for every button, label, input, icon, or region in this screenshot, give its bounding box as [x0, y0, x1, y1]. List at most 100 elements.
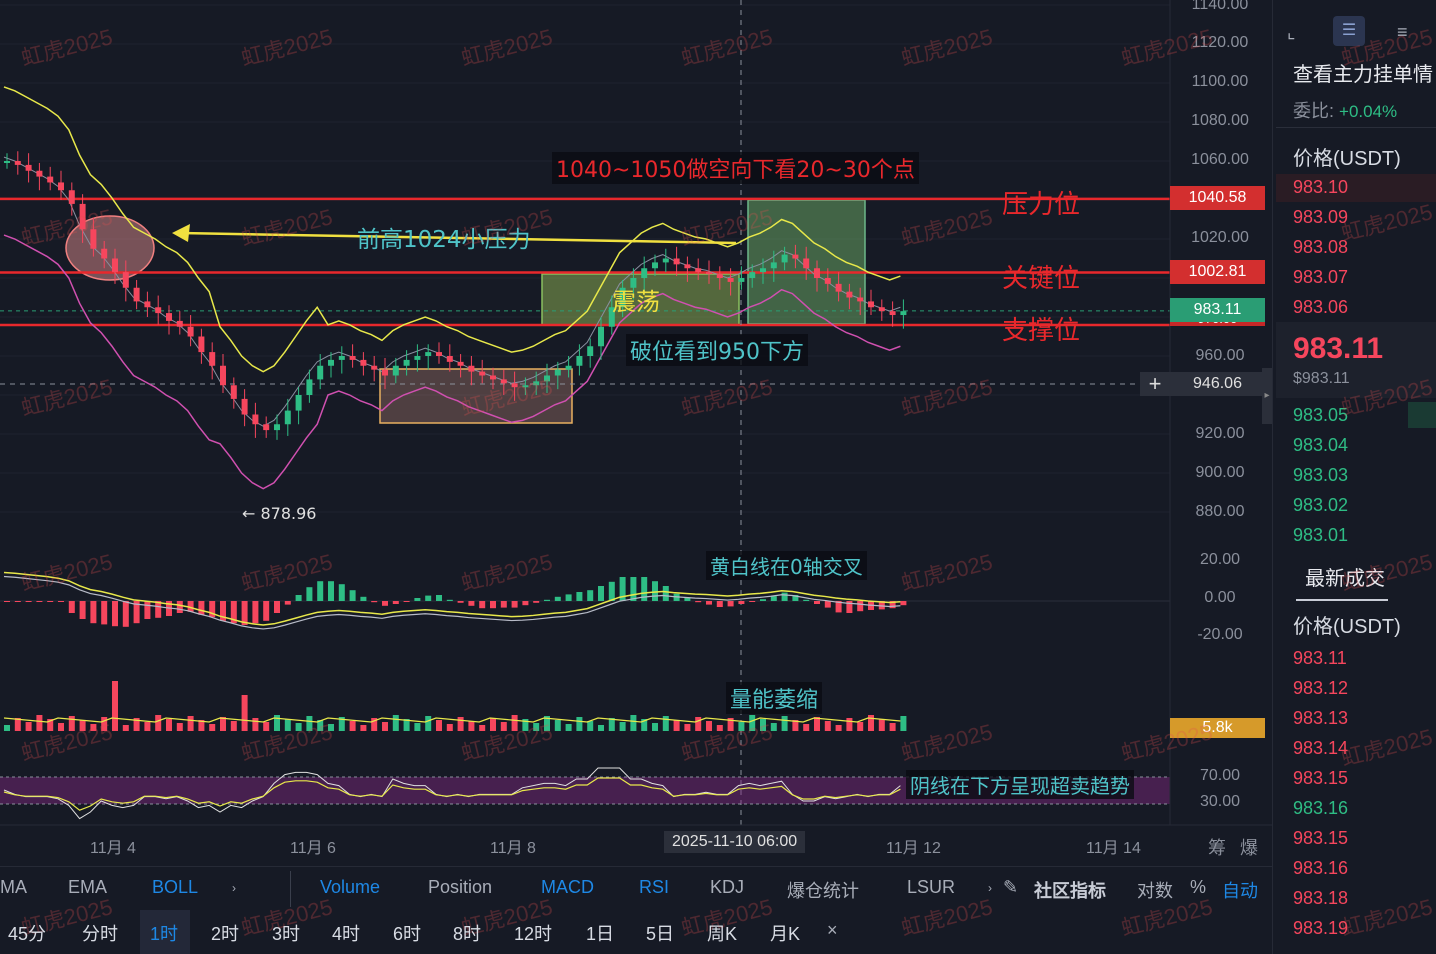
macd-bar [468, 601, 475, 606]
bid-price[interactable]: 983.02 [1293, 495, 1349, 515]
order-book-title[interactable]: 查看主力挂单情 [1293, 64, 1433, 86]
annotation-prev-high: 前高1024小压力 [357, 227, 531, 253]
orderbook-list-icon[interactable]: ≡ [1397, 22, 1408, 42]
interval-2h[interactable]: 2时 [211, 924, 240, 944]
trade-price: 983.11 [1293, 648, 1347, 668]
interval-toolbar: 45分 分时 1时 2时 3时 4时 6时 8时 12时 1日 5日 周K 月K… [0, 910, 1272, 954]
candle-body [500, 379, 507, 384]
indicator-macd[interactable]: MACD [541, 877, 594, 897]
volume-bar [511, 715, 518, 731]
volume-bar [349, 721, 356, 731]
ask-price[interactable]: 983.06 [1293, 297, 1349, 317]
interval-6h[interactable]: 6时 [393, 924, 422, 944]
volume-badge: 5.8k [1170, 718, 1265, 738]
candle-body [392, 365, 399, 376]
percent-scale-toggle[interactable]: % [1190, 877, 1207, 897]
bid-price[interactable]: 983.04 [1293, 435, 1349, 455]
log-scale-toggle[interactable]: 对数 [1137, 881, 1173, 901]
volume-bar [371, 718, 378, 731]
interval-12h[interactable]: 12时 [514, 924, 553, 944]
bid-price[interactable]: 983.03 [1293, 465, 1349, 485]
indicator-volume[interactable]: Volume [320, 877, 381, 897]
orderbook-both-icon[interactable]: ☰ [1333, 16, 1365, 46]
interval-1d[interactable]: 1日 [586, 924, 615, 944]
y-tick: 900.00 [1195, 464, 1245, 481]
recent-trades-title[interactable]: 最新成交 [1305, 568, 1385, 590]
volume-bar [328, 724, 334, 731]
volume-bar [90, 724, 97, 731]
interval-week[interactable]: 周K [707, 924, 738, 944]
panel-expand-icon[interactable]: ⌞ [1287, 22, 1296, 42]
ask-price[interactable]: 983.09 [1293, 207, 1349, 227]
crosshair-plus-icon[interactable]: + [1140, 372, 1170, 396]
rsi-tick: 70.00 [1199, 767, 1241, 784]
chip-distribution-icon[interactable]: 筹 [1208, 838, 1226, 858]
indicator-position[interactable]: Position [428, 877, 493, 897]
interval-5d[interactable]: 5日 [646, 924, 675, 944]
macd-bar [414, 598, 421, 601]
range-box-consolidation [541, 273, 740, 326]
indicator-ema[interactable]: EMA [68, 877, 108, 897]
bid-price[interactable]: 983.01 [1293, 525, 1349, 545]
macd-bar [554, 596, 561, 601]
interval-45m[interactable]: 45分 [8, 924, 47, 944]
macd-bar [565, 594, 572, 601]
y-tick: 1140.00 [1191, 0, 1249, 13]
macd-bar [684, 598, 691, 601]
bid-price[interactable]: 983.05 [1293, 405, 1349, 425]
candle-body [900, 311, 907, 316]
volume-bar [14, 718, 21, 731]
interval-timeshare[interactable]: 分时 [82, 924, 118, 944]
liquidation-icon[interactable]: 爆 [1240, 838, 1258, 858]
candle-body [47, 176, 54, 183]
macd-bar [295, 595, 302, 601]
candle-body [792, 254, 799, 259]
panel-toggle-icon[interactable]: ▸ [1262, 368, 1272, 424]
candle-body [868, 301, 874, 308]
volume-bar [695, 717, 702, 731]
more-sub-indicators-icon[interactable]: › [988, 881, 992, 895]
candle-body [479, 371, 486, 376]
interval-4h[interactable]: 4时 [332, 924, 361, 944]
indicator-rsi[interactable]: RSI [639, 877, 670, 897]
more-main-indicators-icon[interactable]: › [232, 881, 236, 895]
indicator-lsur[interactable]: LSUR [907, 877, 956, 897]
candle-body [176, 320, 183, 327]
interval-8h[interactable]: 8时 [453, 924, 482, 944]
indicator-boll[interactable]: BOLL [152, 877, 199, 897]
close-interval-icon[interactable]: × [827, 920, 838, 940]
indicator-liquidation[interactable]: 爆仓统计 [787, 881, 859, 901]
macd-bar [533, 601, 540, 603]
prev-high-arrow-head [172, 224, 190, 242]
crosshair-price-badge: 946.06 [1170, 372, 1265, 396]
candle-body [425, 352, 432, 356]
order-ratio-value: +0.04% [1339, 102, 1398, 121]
price-chart[interactable] [0, 0, 1272, 954]
macd-bar [349, 590, 356, 601]
edit-icon[interactable]: ✎ [1003, 877, 1019, 897]
community-indicators[interactable]: 社区指标 [1034, 881, 1106, 901]
interval-month[interactable]: 月K [770, 924, 801, 944]
candle-body [716, 274, 723, 278]
annotation-support: 支撑位 [1002, 316, 1081, 346]
trade-price: 983.14 [1293, 738, 1349, 758]
candle-body [662, 258, 669, 263]
chart-area[interactable]: 1040~1050做空向下看20~30个点 压力位 关键位 支撑位 前高1024… [0, 0, 1272, 954]
ask-price[interactable]: 983.08 [1293, 237, 1349, 257]
auto-scale-toggle[interactable]: 自动 [1222, 881, 1258, 901]
ask-price[interactable]: 983.07 [1293, 267, 1349, 287]
volume-bar [338, 717, 345, 731]
indicator-kdj[interactable]: KDJ [710, 877, 745, 897]
trade-price: 983.15 [1293, 828, 1349, 848]
interval-3h[interactable]: 3时 [272, 924, 301, 944]
order-ratio-label: 委比: [1293, 101, 1335, 121]
ask-price[interactable]: 983.10 [1293, 177, 1349, 197]
interval-1h[interactable]: 1时 [150, 924, 179, 944]
volume-bar [47, 719, 54, 731]
candle-body [684, 264, 691, 269]
indicator-ma[interactable]: MA [0, 877, 27, 897]
x-tick: 11月 6 [290, 840, 336, 857]
boll-lower-line [3, 234, 901, 490]
divider [1276, 127, 1436, 128]
candle-body [58, 182, 64, 191]
